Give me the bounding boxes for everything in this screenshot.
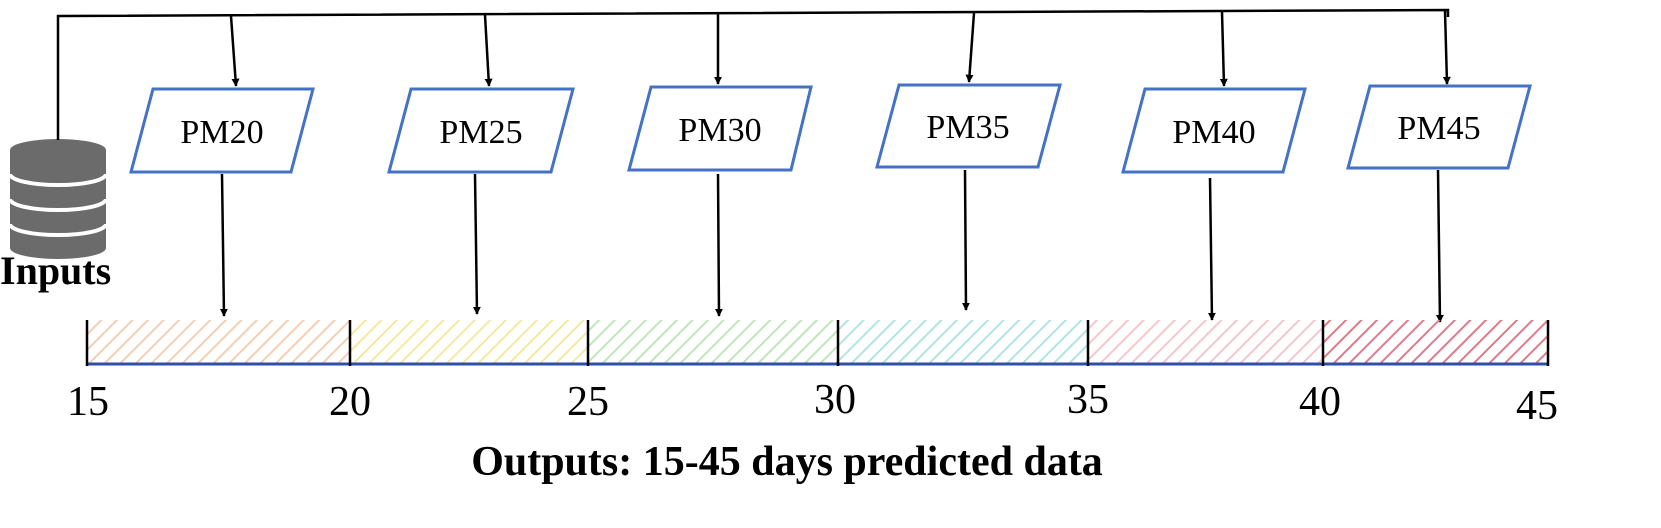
- model-label: PM45: [1397, 110, 1480, 147]
- model-box-pm40: PM40: [1121, 87, 1307, 174]
- database-icon: [8, 139, 108, 259]
- tick-label: 25: [567, 379, 609, 425]
- timeline-segment-4: [1088, 320, 1323, 364]
- tick-label: 35: [1067, 377, 1109, 423]
- timeline-segment-0: [87, 320, 350, 364]
- model-box-pm25: PM25: [387, 87, 575, 174]
- timeline-ticks: [85, 320, 1550, 366]
- model-box-pm30: PM30: [627, 85, 813, 172]
- tick-label: 45: [1516, 383, 1558, 429]
- model-output-arrows: [219, 169, 1444, 323]
- inputs-label: Inputs: [0, 248, 111, 293]
- model-box-pm35: PM35: [875, 83, 1062, 169]
- timeline-segment-3: [838, 320, 1088, 364]
- tick-label: 30: [814, 377, 856, 423]
- timeline-tick-labels: 15 20 25 30 35 40 45: [67, 377, 1558, 429]
- model-label: PM30: [678, 112, 761, 149]
- model-feed-arrows: [229, 10, 1451, 87]
- model-label: PM35: [926, 109, 1009, 146]
- tick-label: 20: [329, 379, 371, 425]
- model-label: PM40: [1172, 114, 1255, 151]
- tick-label: 40: [1299, 379, 1341, 425]
- timeline-segment-2: [588, 320, 838, 364]
- timeline-segment-5: [1323, 320, 1548, 364]
- model-label: PM20: [180, 114, 263, 151]
- tick-label: 15: [67, 379, 109, 425]
- model-box-pm45: PM45: [1346, 84, 1532, 170]
- model-label: PM25: [439, 114, 522, 151]
- timeline-segments: [87, 320, 1548, 364]
- outputs-caption: Outputs: 15-45 days predicted data: [471, 439, 1103, 485]
- input-bus: [56, 8, 1450, 140]
- timeline-segment-1: [350, 320, 588, 364]
- model-box-pm20: PM20: [129, 87, 315, 174]
